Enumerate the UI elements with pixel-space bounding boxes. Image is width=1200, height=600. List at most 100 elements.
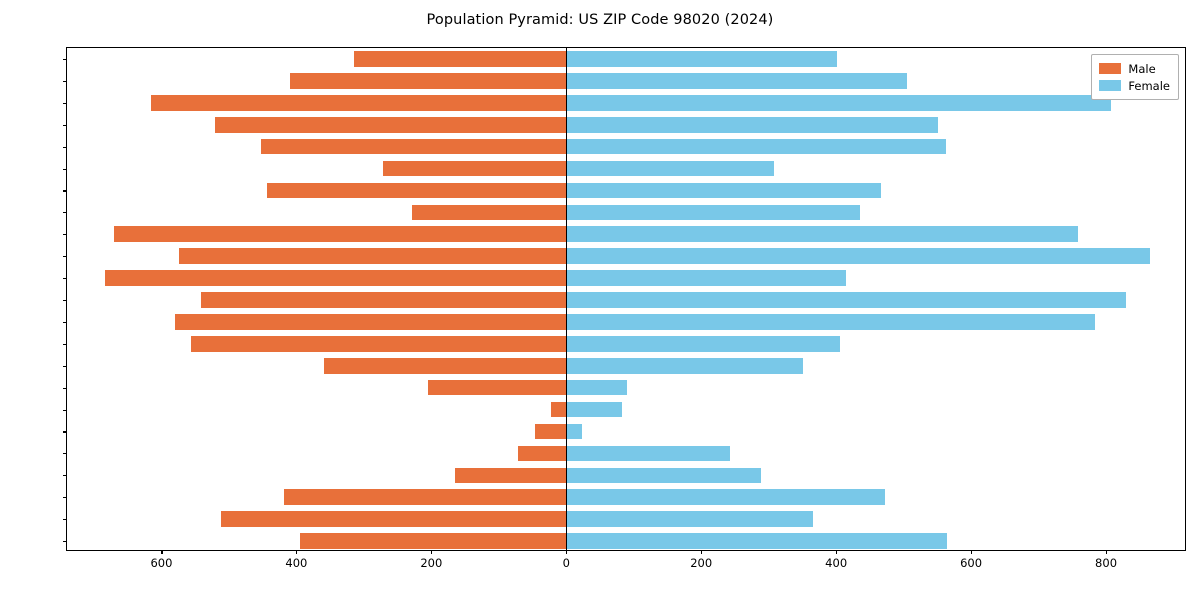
x-tick-mark [566,550,568,554]
bar-row [67,289,1185,311]
bar-female [566,116,939,133]
y-tick-mark [63,278,67,280]
bar-row [67,377,1185,399]
x-tick-label: 400 [285,556,308,570]
y-tick-mark [63,365,67,367]
bar-female [566,533,948,549]
bar-row [67,333,1185,355]
bar-female [566,314,1095,330]
bar-row [67,114,1185,136]
y-tick-mark [63,168,67,170]
bar-female [566,73,907,89]
y-tick-mark [63,146,67,148]
bar-male [454,467,567,484]
bar-male [382,160,567,177]
bar-female [566,138,947,155]
legend-label: Male [1128,61,1156,76]
y-tick-mark [63,212,67,214]
bar-male [290,73,567,89]
bar-row [67,70,1185,92]
bar-row [67,530,1185,552]
y-tick-mark [63,343,67,345]
bar-row [67,179,1185,201]
bar-male [427,379,567,396]
bar-row [67,508,1185,530]
plot-area: 85+80-8475-7970-7467-6965-6662-6460-6155… [63,47,1186,570]
bar-female [566,445,731,462]
bar-male [191,336,567,352]
y-tick-mark [63,256,67,258]
bar-female [566,204,860,221]
x-tick-label: 800 [1095,556,1118,570]
bar-row [67,267,1185,289]
bar-row [67,311,1185,333]
bar-male [324,357,567,374]
legend-item[interactable]: Male [1099,60,1170,77]
y-tick-mark [63,453,67,455]
bar-female [566,423,583,440]
bar-male [200,292,567,308]
bar-male [284,489,567,506]
bar-female [566,336,841,352]
bar-row [67,421,1185,443]
bar-male [220,511,567,527]
bar-female [566,379,627,396]
bar-row [67,399,1185,421]
bar-male [534,423,567,440]
y-tick-mark [63,409,67,411]
y-tick-mark [63,431,67,433]
bar-row [67,486,1185,508]
bar-female [566,401,622,418]
y-tick-mark [63,519,67,521]
legend-item[interactable]: Female [1099,77,1170,94]
bar-row [67,158,1185,180]
bar-male [113,226,567,243]
bar-female [566,51,837,67]
y-tick-mark [63,190,67,192]
bar-row [67,245,1185,267]
bar-female [566,357,804,374]
x-tick-mark [971,550,973,554]
bar-male [517,445,567,462]
x-tick-mark [431,550,433,554]
x-tick-label: 600 [960,556,983,570]
bar-row [67,464,1185,486]
legend-color-swatch [1099,63,1122,74]
x-tick-label: 400 [825,556,848,570]
legend-color-swatch [1099,80,1122,91]
bar-female [566,292,1127,308]
bar-row [67,223,1185,245]
bar-male [550,401,567,418]
y-tick-mark [63,497,67,499]
y-tick-mark [63,124,67,126]
y-tick-mark [63,234,67,236]
bar-female [566,226,1079,243]
y-tick-mark [63,541,67,543]
bar-female [566,511,813,527]
bar-female [566,248,1150,264]
bar-male [104,270,567,286]
chart-legend: Male Female [1091,54,1179,100]
bar-male [214,116,567,133]
bar-male [300,533,567,549]
bar-row [67,92,1185,114]
bar-male [174,314,567,330]
x-tick-label: 200 [690,556,713,570]
bar-row [67,136,1185,158]
chart-title: Population Pyramid: US ZIP Code 98020 (2… [426,12,774,28]
x-tick-label: 600 [150,556,173,570]
x-tick-mark [296,550,298,554]
bar-row [67,48,1185,70]
x-tick-mark [1106,550,1108,554]
legend-label: Female [1128,78,1170,93]
bar-female [566,467,761,484]
bar-female [566,182,881,199]
x-tick-mark [701,550,703,554]
bar-male [354,51,567,67]
y-tick-mark [63,321,67,323]
bar-female [566,95,1112,111]
x-tick-mark [836,550,838,554]
bar-male [260,138,567,155]
y-tick-mark [63,102,67,104]
